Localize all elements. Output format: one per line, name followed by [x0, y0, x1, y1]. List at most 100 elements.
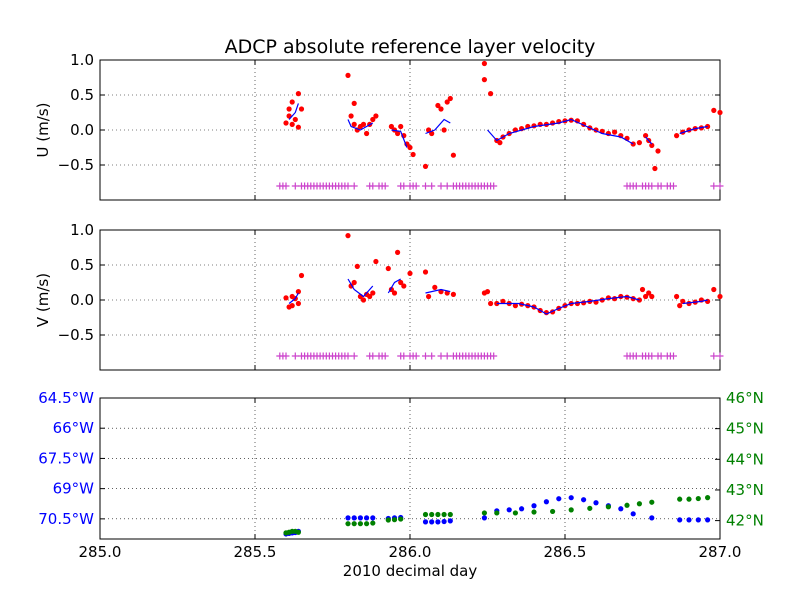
latitude-point — [605, 504, 612, 510]
longitude-point — [531, 503, 537, 509]
data-point — [488, 300, 494, 307]
flag-marker — [716, 352, 724, 360]
series-line — [425, 288, 451, 294]
flag-marker — [369, 182, 377, 190]
data-point — [354, 263, 360, 269]
data-point — [711, 107, 717, 113]
data-point — [295, 91, 301, 97]
data-point — [639, 286, 646, 293]
series-line — [496, 295, 640, 315]
data-point — [444, 99, 450, 105]
data-point — [398, 279, 404, 286]
x-tick-label: 285.5 — [234, 543, 277, 561]
y-tick-label: 0.5 — [70, 256, 94, 274]
data-point — [373, 113, 379, 119]
latitude-tick-label: 46°N — [726, 389, 764, 407]
longitude-tick-label: 69°W — [53, 480, 95, 498]
latitude-point — [385, 517, 391, 523]
longitude-point — [677, 517, 683, 523]
data-point — [624, 294, 630, 300]
data-point — [422, 269, 429, 275]
longitude-point — [519, 506, 525, 512]
data-point — [711, 286, 717, 293]
latitude-point — [447, 511, 453, 518]
data-point — [286, 106, 292, 112]
flag-marker — [657, 182, 665, 190]
flag-marker — [443, 352, 451, 360]
v-axis-label: V (m/s) — [34, 273, 52, 327]
y-tick-label: 0.5 — [70, 86, 94, 104]
flag-marker — [282, 182, 290, 190]
flag-marker — [710, 352, 718, 360]
data-point — [568, 117, 574, 123]
data-point — [655, 148, 661, 154]
data-point — [395, 249, 401, 255]
longitude-point — [556, 496, 562, 502]
data-point — [481, 77, 487, 83]
data-point — [680, 298, 686, 304]
latitude-point — [435, 511, 441, 518]
series-line — [391, 129, 408, 148]
longitude-point — [441, 518, 447, 525]
flag-marker — [632, 352, 640, 360]
data-point — [398, 123, 404, 130]
flag-marker — [428, 182, 436, 190]
flag-marker — [291, 352, 299, 360]
latitude-point — [370, 520, 376, 526]
data-point — [407, 270, 413, 276]
latitude-tick-label: 42°N — [726, 512, 764, 530]
data-point — [407, 144, 413, 151]
data-point — [298, 106, 305, 112]
data-point — [674, 133, 680, 139]
latitude-point — [705, 495, 711, 501]
data-point — [497, 140, 503, 146]
longitude-point — [695, 517, 701, 523]
latitude-tick-label: 45°N — [726, 420, 764, 438]
data-point — [289, 303, 295, 309]
data-point — [649, 293, 655, 300]
data-point — [348, 113, 354, 119]
flag-marker — [291, 182, 299, 190]
latitude-point — [391, 517, 398, 523]
data-point — [422, 163, 429, 169]
flag-marker — [350, 352, 358, 360]
latitude-point — [481, 510, 487, 516]
longitude-point — [593, 500, 599, 506]
latitude-point — [364, 521, 370, 527]
data-point — [289, 121, 295, 127]
flag-marker — [648, 352, 656, 360]
flag-marker — [670, 352, 677, 360]
latitude-point — [441, 511, 447, 518]
data-point — [441, 127, 447, 133]
data-point — [289, 99, 295, 105]
data-point — [450, 291, 456, 297]
longitude-point — [543, 499, 550, 505]
data-point — [345, 72, 351, 78]
longitude-point — [364, 515, 370, 521]
flag-marker — [490, 352, 498, 360]
longitude-point — [481, 515, 487, 521]
flag-marker — [344, 352, 352, 360]
data-point — [283, 295, 289, 301]
latitude-point — [422, 511, 429, 518]
data-point — [283, 120, 289, 126]
flag-marker — [412, 182, 420, 190]
data-point — [488, 91, 494, 97]
longitude-point — [435, 519, 441, 525]
data-point — [295, 300, 301, 307]
data-point — [351, 279, 357, 286]
y-tick-label: 0.0 — [70, 121, 94, 139]
data-point — [432, 284, 438, 290]
longitude-point — [447, 518, 453, 524]
series-line — [288, 292, 299, 304]
data-point — [370, 290, 376, 296]
longitude-point — [429, 519, 435, 525]
data-point — [646, 290, 652, 296]
latitude-point — [512, 510, 519, 516]
series-line — [425, 118, 451, 135]
latitude-point — [345, 521, 351, 527]
data-point — [677, 303, 683, 309]
flag-marker — [428, 352, 436, 360]
flag-marker — [632, 182, 640, 190]
